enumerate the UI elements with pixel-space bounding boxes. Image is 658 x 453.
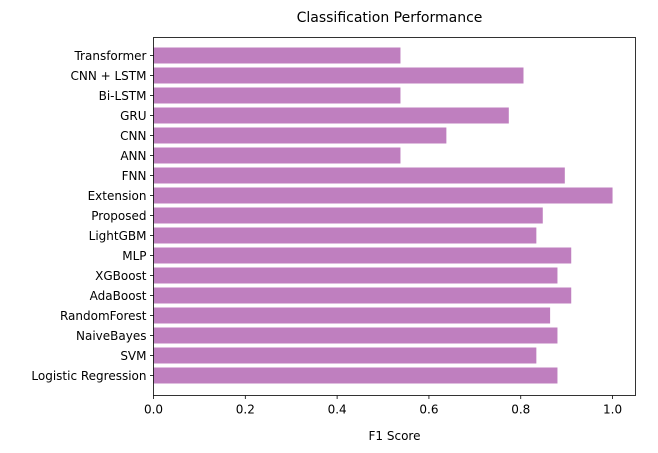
x-axis-label: F1 Score xyxy=(369,429,421,443)
y-tick-label: XGBoost xyxy=(95,269,147,283)
y-tick-label: LightGBM xyxy=(89,229,147,243)
y-tick-label: ANN xyxy=(120,149,146,163)
y-tick-label: MLP xyxy=(122,249,146,263)
plot-frame xyxy=(153,37,636,396)
y-tick-label: CNN + LSTM xyxy=(70,69,146,83)
bar-lightgbm xyxy=(153,227,537,244)
bar-naivebayes xyxy=(153,327,558,344)
chart-title: Classification Performance xyxy=(297,10,483,26)
bar-mlp xyxy=(153,247,572,264)
x-tick-label: 0.6 xyxy=(419,403,438,417)
y-axis-ticks: Logistic Regression SVM NaiveBayes RandomFo… xyxy=(31,49,154,383)
bar-proposed xyxy=(153,207,543,224)
x-tick-label: 0.2 xyxy=(236,403,255,417)
bar-extension xyxy=(153,187,613,204)
bar-ann xyxy=(153,147,401,164)
y-tick-label: Bi-LSTM xyxy=(99,89,147,103)
bar-svm xyxy=(153,347,537,364)
y-tick-label: Logistic Regression xyxy=(31,369,146,383)
bar-bi-lstm xyxy=(153,87,401,104)
bar-fnn xyxy=(153,167,565,184)
bar-transformer xyxy=(153,47,401,64)
y-tick-label: GRU xyxy=(120,109,146,123)
bar-cnn xyxy=(153,127,447,144)
y-tick-label: NaiveBayes xyxy=(76,329,146,343)
x-tick-label: 1.0 xyxy=(603,403,622,417)
x-tick-label: 0.8 xyxy=(511,403,530,417)
y-tick-label: Transformer xyxy=(73,49,146,63)
bars-group xyxy=(153,47,613,384)
y-tick-label: SVM xyxy=(120,349,146,363)
y-tick-label: CNN xyxy=(120,129,146,143)
y-tick-label: AdaBoost xyxy=(90,289,147,303)
bar-gru xyxy=(153,107,509,124)
y-tick-label: RandomForest xyxy=(60,309,147,323)
y-tick-label: Extension xyxy=(88,189,147,203)
y-tick-label: Proposed xyxy=(91,209,146,223)
bar-randomforest xyxy=(153,307,551,324)
bar-logistic-regression xyxy=(153,367,558,384)
bar-cnn-lstm xyxy=(153,67,524,84)
y-tick-label: FNN xyxy=(122,169,147,183)
x-tick-label: 0.0 xyxy=(144,403,163,417)
bar-adaboost xyxy=(153,287,572,304)
bar-xgboost xyxy=(153,267,558,284)
x-axis-ticks: 0.0 0.2 0.4 0.6 0.8 1.0 xyxy=(144,395,622,417)
x-tick-label: 0.4 xyxy=(328,403,347,417)
